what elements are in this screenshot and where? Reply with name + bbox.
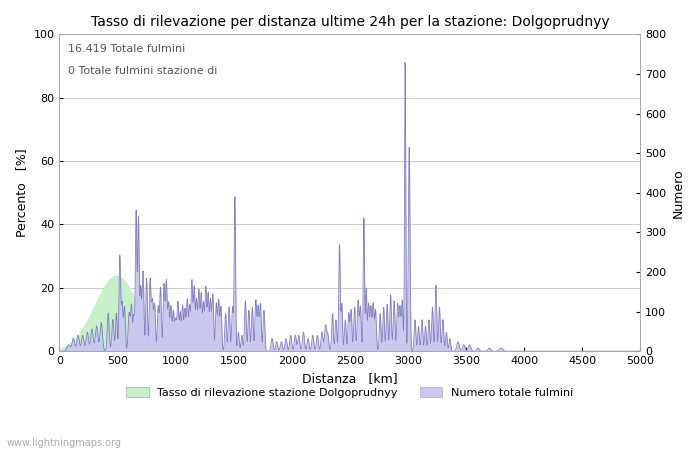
Legend: Tasso di rilevazione stazione Dolgoprudnyy, Numero totale fulmini: Tasso di rilevazione stazione Dolgoprudn… [122, 383, 578, 403]
X-axis label: Distanza   [km]: Distanza [km] [302, 372, 398, 385]
Text: 16.419 Totale fulmini: 16.419 Totale fulmini [68, 44, 186, 54]
Text: www.lightningmaps.org: www.lightningmaps.org [7, 438, 122, 448]
Y-axis label: Percento   [%]: Percento [%] [15, 148, 28, 237]
Text: 0 Totale fulmini stazione di: 0 Totale fulmini stazione di [68, 66, 218, 76]
Title: Tasso di rilevazione per distanza ultime 24h per la stazione: Dolgoprudnyy: Tasso di rilevazione per distanza ultime… [90, 15, 609, 29]
Y-axis label: Numero: Numero [672, 168, 685, 217]
